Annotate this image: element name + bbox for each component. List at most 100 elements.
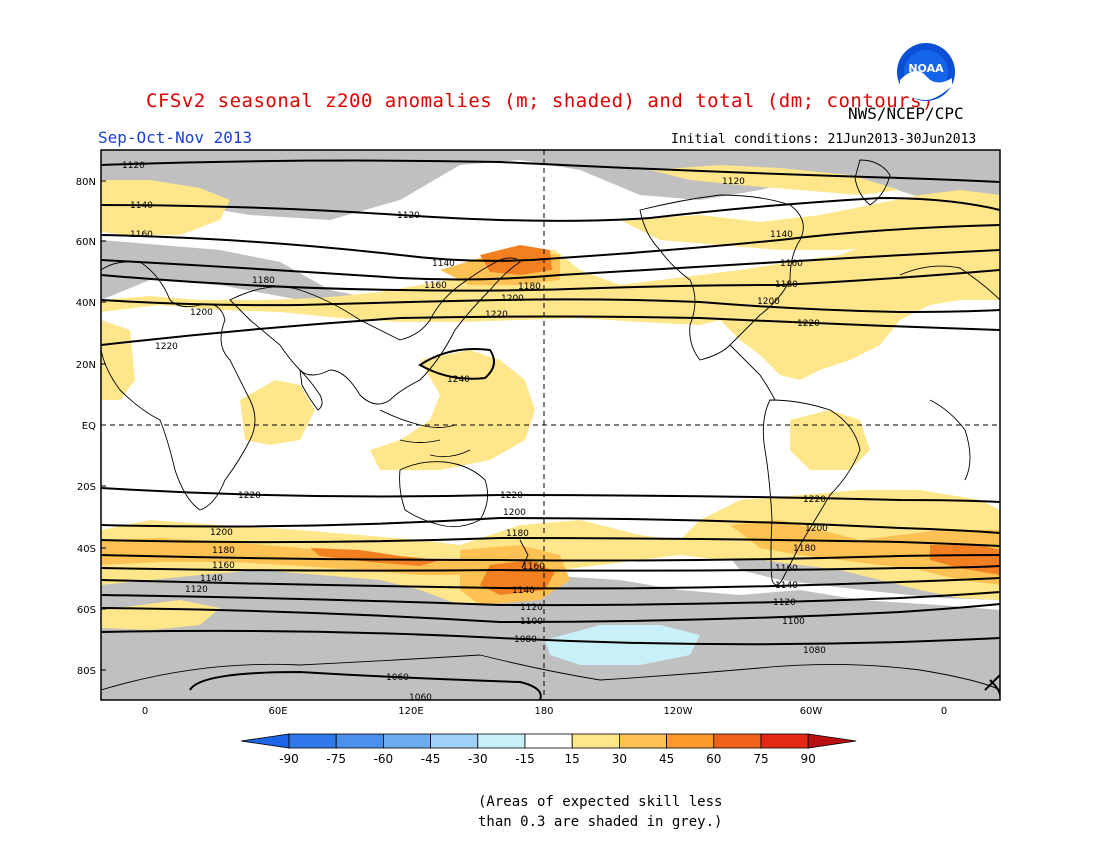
contour-label: 1220 — [155, 342, 178, 352]
colorbar-label: -75 — [326, 752, 346, 766]
colorbar-label: -30 — [468, 752, 488, 766]
contour-label: 1140 — [512, 586, 535, 596]
contour-label: 1140 — [200, 574, 223, 584]
contour-label: 1080 — [803, 646, 826, 656]
noaa-logo: NOAA — [897, 43, 955, 101]
colorbar-label: -90 — [279, 752, 299, 766]
contour-label: 1120 — [185, 585, 208, 595]
colorbar-label: 90 — [801, 752, 816, 766]
colorbar-segment — [382, 733, 431, 749]
contour-label: 1180 — [212, 546, 235, 556]
colorbar-segment — [571, 733, 620, 749]
contour-label: 1200 — [210, 528, 233, 538]
contour-label-group: 1120 1140 1160 1180 1200 1220 1240 1220 … — [122, 161, 828, 703]
agency-label: NWS/NCEP/CPC — [848, 104, 964, 123]
contour-label: 1100 — [782, 617, 805, 627]
longitude-axis: 0 60E 120E 180 120W 60W 0 — [142, 706, 947, 717]
contour-label: 1240 — [447, 375, 470, 385]
contour-label: 1220 — [803, 495, 826, 505]
contour-label: 1180 — [518, 282, 541, 292]
lat-label: 60S — [77, 605, 96, 616]
contour-label: 1160 — [130, 230, 153, 240]
season-label: Sep-Oct-Nov 2013 — [98, 128, 253, 147]
colorbar-segment — [335, 733, 384, 749]
lat-label: 80S — [77, 666, 96, 677]
colorbar-segment — [477, 733, 526, 749]
colorbar-label: 15 — [565, 752, 580, 766]
colorbar-segment — [666, 733, 715, 749]
contour-label: 1220 — [238, 491, 261, 501]
contour-label: 1120 — [520, 603, 543, 613]
contour-label: 1220 — [500, 491, 523, 501]
colorbar-segment — [524, 733, 573, 749]
reference-lines — [101, 150, 1000, 700]
colorbar-label: 45 — [659, 752, 674, 766]
contour-label: 1160 — [775, 564, 798, 574]
map-panel: 1120 1140 1160 1180 1200 1220 1240 1220 … — [101, 150, 1000, 703]
lon-label: 180 — [534, 706, 553, 717]
initial-conditions-label: Initial conditions: 21Jun2013-30Jun2013 — [671, 132, 977, 147]
colorbar-label: 75 — [753, 752, 768, 766]
lat-label: EQ — [82, 421, 96, 432]
lat-label: 60N — [76, 237, 96, 248]
contour-label: 1180 — [793, 544, 816, 554]
color-bar: -90 -75 -60 -45 -30 -15 15 30 45 60 75 90 — [240, 733, 857, 766]
colorbar-segment — [288, 733, 337, 749]
map-frame — [100, 149, 1001, 701]
colorbar-arrow-low — [240, 733, 290, 749]
skill-note-line-2: than 0.3 are shaded in grey.) — [478, 814, 723, 830]
skill-note-line-1: (Areas of expected skill less — [478, 794, 723, 810]
contour-label: 1060 — [386, 673, 409, 683]
lon-label: 120E — [398, 706, 423, 717]
contour-label: 1140 — [432, 259, 455, 269]
colorbar-label: 60 — [706, 752, 721, 766]
contour-label: 1220 — [797, 319, 820, 329]
contour-label: 1180 — [775, 280, 798, 290]
contour-label: 1200 — [190, 308, 213, 318]
lon-label: 60E — [268, 706, 287, 717]
lon-label: 120W — [664, 706, 693, 717]
lat-label: 80N — [76, 177, 96, 188]
contour-label: 1160 — [522, 562, 545, 572]
contour-label: 1140 — [130, 201, 153, 211]
contour-label: 1180 — [506, 529, 529, 539]
contour-label: 1140 — [770, 230, 793, 240]
colorbar-arrow-high — [807, 733, 857, 749]
lat-label: 40N — [76, 298, 96, 309]
lat-label: 20S — [77, 482, 96, 493]
colorbar-label: 30 — [612, 752, 627, 766]
colorbar-segment — [713, 733, 762, 749]
contour-label: 1120 — [122, 161, 145, 171]
skill-note: (Areas of expected skill less than 0.3 a… — [478, 792, 722, 832]
contour-label: 1160 — [424, 281, 447, 291]
contour-label: 1120 — [397, 211, 420, 221]
contour-label: 1200 — [757, 297, 780, 307]
colorbar-label: -60 — [374, 752, 394, 766]
lat-label: 40S — [77, 544, 96, 555]
contour-label: 1160 — [212, 561, 235, 571]
contour-label: 1100 — [520, 617, 543, 627]
contour-label: 1180 — [252, 276, 275, 286]
contour-label: 1200 — [501, 294, 524, 304]
noaa-logo-text: NOAA — [908, 62, 944, 75]
contour-label: 1140 — [775, 581, 798, 591]
contour-label: 1120 — [773, 598, 796, 608]
colorbar-label: -45 — [421, 752, 441, 766]
contour-label: 1080 — [514, 635, 537, 645]
contour-label: 1200 — [503, 508, 526, 518]
contour-label: 1220 — [485, 310, 508, 320]
negative-anomaly-15-30 — [545, 625, 700, 665]
height-contours — [101, 159, 1000, 700]
positive-anomaly-15-30 — [101, 165, 1000, 630]
contour-label: 1120 — [722, 177, 745, 187]
colorbar-segment — [619, 733, 668, 749]
lon-label: 0 — [142, 706, 148, 717]
lon-label: 0 — [941, 706, 947, 717]
lon-label: 60W — [800, 706, 823, 717]
latitude-axis: 80N 60N 40N 20N EQ 20S 40S 60S 80S — [76, 177, 96, 677]
colorbar-segment — [760, 733, 809, 749]
contour-label: 1160 — [780, 259, 803, 269]
contour-label: 1060 — [409, 693, 432, 703]
map-title: CFSv2 seasonal z200 anomalies (m; shaded… — [146, 90, 934, 112]
